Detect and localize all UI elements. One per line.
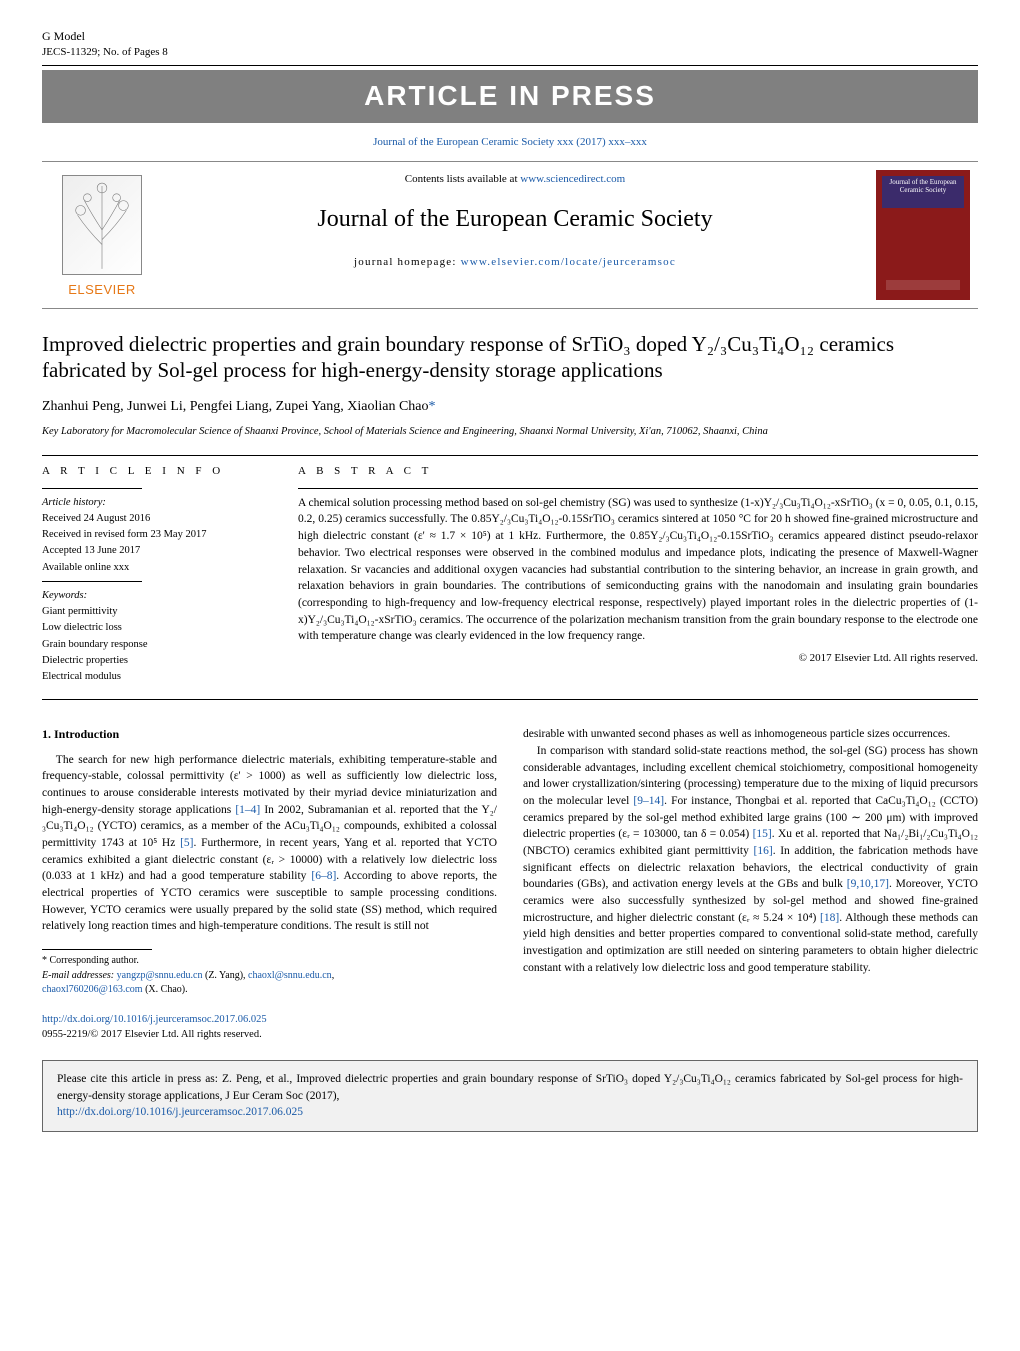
citation-doi-link[interactable]: http://dx.doi.org/10.1016/j.jeurceramsoc…: [57, 1104, 963, 1121]
doi-block: http://dx.doi.org/10.1016/j.jeurceramsoc…: [42, 1012, 497, 1042]
keyword: Grain boundary response: [42, 637, 272, 652]
separator: [42, 699, 978, 700]
paragraph: desirable with unwanted second phases as…: [523, 726, 978, 743]
separator: [42, 455, 978, 456]
citation-link[interactable]: [9,10,17]: [847, 878, 889, 890]
homepage-link[interactable]: www.elsevier.com/locate/jeurceramsoc: [461, 256, 676, 268]
abstract-text: A chemical solution processing method ba…: [298, 495, 978, 645]
body-column-right: desirable with unwanted second phases as…: [523, 726, 978, 1042]
section-heading: 1. Introduction: [42, 726, 497, 743]
keyword: Electrical modulus: [42, 669, 272, 684]
cover-title-text: Journal of the European Ceramic Society: [884, 179, 962, 194]
contents-label: Contents lists available at: [405, 173, 520, 185]
footnotes: * Corresponding author. E-mail addresses…: [42, 954, 497, 998]
email-link[interactable]: chaoxl760206@163.com: [42, 984, 143, 995]
received-date: Received 24 August 2016: [42, 511, 272, 526]
homepage-label: journal homepage:: [354, 256, 461, 268]
article-in-press-banner: ARTICLE IN PRESS: [42, 70, 978, 123]
elsevier-tree-icon: [62, 175, 142, 275]
keywords-label: Keywords:: [42, 588, 272, 603]
article-info-block: A R T I C L E I N F O Article history: R…: [42, 464, 272, 685]
email-label: E-mail addresses:: [42, 970, 117, 981]
affiliation: Key Laboratory for Macromolecular Scienc…: [42, 424, 978, 439]
citation-link[interactable]: [16]: [754, 845, 773, 857]
citation-link[interactable]: [9–14]: [633, 795, 664, 807]
gmodel-label: G Model: [42, 28, 168, 45]
keyword: Giant permittivity: [42, 604, 272, 619]
citation-text: Please cite this article in press as: Z.…: [57, 1073, 963, 1102]
elsevier-logo-text: ELSEVIER: [68, 281, 136, 300]
running-header: G Model JECS-11329; No. of Pages 8: [42, 28, 978, 66]
sciencedirect-link[interactable]: www.sciencedirect.com: [520, 173, 625, 185]
article-info-heading: A R T I C L E I N F O: [42, 464, 272, 480]
history-label: Article history:: [42, 495, 272, 510]
corresponding-author-note: * Corresponding author.: [42, 954, 497, 969]
paragraph: The search for new high performance diel…: [42, 752, 497, 935]
abstract-block: A B S T R A C T A chemical solution proc…: [298, 464, 978, 685]
keyword: Low dielectric loss: [42, 620, 272, 635]
abstract-heading: A B S T R A C T: [298, 464, 978, 480]
issn-copyright: 0955-2219/© 2017 Elsevier Ltd. All right…: [42, 1027, 497, 1042]
authors-text: Zhanhui Peng, Junwei Li, Pengfei Liang, …: [42, 399, 429, 414]
paragraph: In comparison with standard solid-state …: [523, 743, 978, 976]
citation-link[interactable]: [15]: [753, 828, 772, 840]
doi-link[interactable]: http://dx.doi.org/10.1016/j.jeurceramsoc…: [42, 1012, 497, 1027]
article-code: JECS-11329; No. of Pages 8: [42, 45, 168, 61]
citation-box: Please cite this article in press as: Z.…: [42, 1060, 978, 1132]
corresponding-marker: *: [429, 399, 436, 414]
revised-date: Received in revised form 23 May 2017: [42, 527, 272, 542]
citation-link[interactable]: [6–8]: [311, 870, 336, 882]
citation-link[interactable]: [18]: [820, 912, 839, 924]
journal-banner: ELSEVIER Contents lists available at www…: [42, 161, 978, 309]
keyword: Dielectric properties: [42, 653, 272, 668]
email-link[interactable]: yangzp@snnu.edu.cn: [117, 970, 203, 981]
author-list: Zhanhui Peng, Junwei Li, Pengfei Liang, …: [42, 397, 978, 417]
citation-link[interactable]: [1–4]: [235, 804, 260, 816]
journal-reference-link[interactable]: Journal of the European Ceramic Society …: [42, 135, 978, 151]
accepted-date: Accepted 13 June 2017: [42, 543, 272, 558]
copyright-line: © 2017 Elsevier Ltd. All rights reserved…: [298, 651, 978, 667]
footnote-separator: [42, 949, 152, 950]
journal-cover-thumbnail: Journal of the European Ceramic Society: [876, 170, 970, 300]
journal-title: Journal of the European Ceramic Society: [170, 202, 860, 237]
article-title: Improved dielectric properties and grain…: [42, 331, 978, 384]
body-column-left: 1. Introduction The search for new high …: [42, 726, 497, 1042]
online-date: Available online xxx: [42, 560, 272, 575]
email-link[interactable]: chaoxl@snnu.edu.cn: [248, 970, 332, 981]
citation-link[interactable]: [5]: [180, 837, 193, 849]
